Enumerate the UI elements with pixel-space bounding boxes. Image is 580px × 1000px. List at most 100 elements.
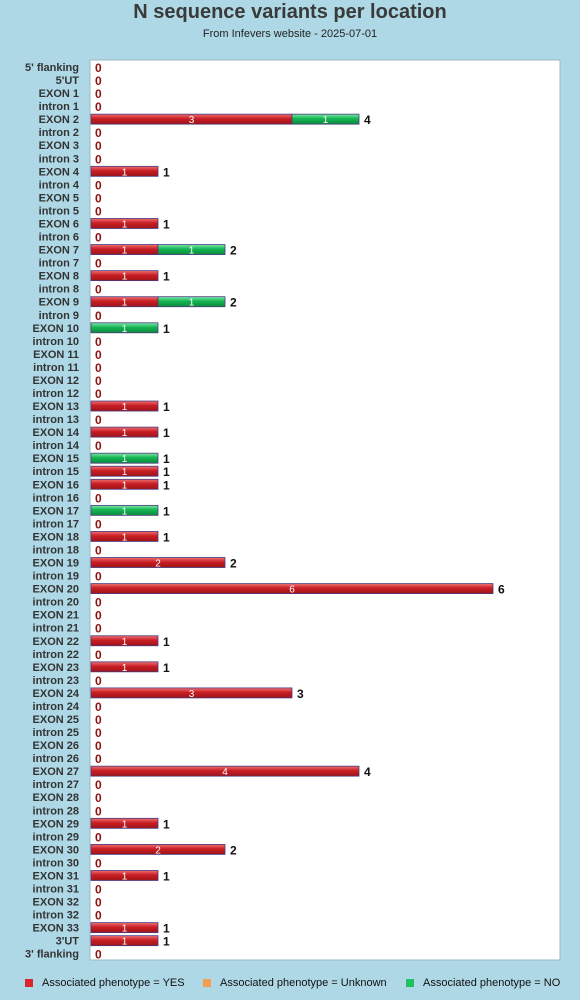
category-label: intron 28: [33, 805, 79, 817]
legend-swatch: [25, 979, 33, 987]
bar-segment: [90, 817, 159, 829]
total-label: 0: [95, 778, 102, 792]
bar-segment: [90, 922, 159, 934]
chart-subtitle: From Infevers website - 2025-07-01: [202, 28, 378, 40]
bar-segment: [90, 531, 159, 542]
category-label: intron 7: [39, 258, 79, 270]
category-label: intron 23: [33, 675, 79, 687]
total-label: 0: [95, 204, 102, 218]
category-label: intron 12: [33, 388, 79, 400]
category-label: intron 26: [33, 753, 79, 765]
legend-item: Associated phenotype = NO: [406, 977, 560, 989]
category-label: EXON 8: [39, 271, 79, 283]
segment-label: 3: [189, 115, 195, 126]
total-label: 4: [364, 765, 371, 779]
bar-segment: [90, 504, 159, 516]
bar-segment: [90, 400, 159, 412]
segment-label: 1: [122, 428, 128, 439]
total-label: 0: [95, 883, 102, 897]
total-label: 6: [498, 583, 505, 597]
legend-item: Associated phenotype = Unknown: [203, 977, 387, 989]
category-label: EXON 12: [33, 375, 79, 387]
category-label: intron 2: [39, 127, 79, 139]
category-label: 3'UT: [56, 936, 80, 948]
legend: Associated phenotype = YES Associated phe…: [0, 977, 580, 991]
total-label: 0: [95, 791, 102, 805]
total-label: 0: [95, 152, 102, 166]
total-label: 0: [95, 387, 102, 401]
category-label: EXON 27: [33, 766, 79, 778]
plot-area: [89, 59, 561, 961]
total-label: 1: [163, 165, 170, 179]
category-label: EXON 31: [33, 870, 79, 882]
category-label: EXON 19: [33, 558, 79, 570]
legend-label: Associated phenotype = YES: [42, 977, 185, 989]
category-label: EXON 18: [33, 531, 79, 543]
total-label: 0: [95, 804, 102, 818]
total-label: 0: [95, 374, 102, 388]
category-label: 5' flanking: [25, 62, 79, 74]
total-label: 0: [95, 622, 102, 636]
total-label: 0: [95, 61, 102, 75]
bar-segment: [90, 661, 159, 673]
category-label: intron 17: [33, 518, 79, 530]
segment-label: 1: [122, 637, 128, 648]
category-label: intron 10: [33, 336, 79, 348]
total-label: 3: [297, 687, 304, 701]
bar-segment: [90, 465, 159, 477]
segment-label: 4: [222, 767, 228, 778]
total-label: 1: [163, 217, 170, 231]
total-label: 1: [163, 478, 170, 492]
total-label: 0: [95, 609, 102, 623]
total-label: 0: [95, 348, 102, 362]
category-label: EXON 23: [33, 662, 79, 674]
total-label: 0: [95, 74, 102, 88]
segment-label: 1: [122, 167, 128, 178]
category-label: intron 25: [33, 727, 79, 739]
bar-segment: [90, 478, 159, 490]
total-label: 0: [95, 361, 102, 375]
total-label: 0: [95, 674, 102, 688]
legend-swatch: [406, 979, 414, 987]
category-label: EXON 32: [33, 897, 79, 909]
segment-label: 1: [323, 115, 329, 126]
category-label: intron 8: [39, 284, 79, 296]
bar-segment: [291, 113, 360, 125]
segment-label: 1: [122, 924, 128, 935]
segment-label: 1: [189, 298, 195, 309]
bar-segment: [90, 165, 159, 177]
total-label: 0: [95, 309, 102, 323]
bar-segment: [90, 218, 159, 229]
total-label: 0: [95, 543, 102, 557]
total-label: 1: [163, 869, 170, 883]
total-label: 4: [364, 113, 371, 127]
category-label: intron 11: [33, 362, 79, 374]
total-label: 0: [95, 739, 102, 753]
category-label: intron 13: [33, 414, 79, 426]
category-label: intron 5: [39, 205, 79, 217]
bar-segment: [90, 635, 159, 647]
category-label: EXON 7: [39, 245, 79, 257]
segment-label: 1: [122, 272, 128, 283]
bar-segment: [90, 583, 494, 594]
total-label: 0: [95, 191, 102, 205]
category-label: intron 27: [33, 779, 79, 791]
total-label: 0: [95, 830, 102, 844]
category-label: EXON 29: [33, 818, 79, 830]
segment-label: 1: [122, 937, 128, 948]
category-label: EXON 9: [39, 297, 79, 309]
total-label: 0: [95, 856, 102, 870]
category-label: EXON 22: [33, 636, 79, 648]
category-label: EXON 1: [39, 88, 79, 100]
category-label: intron 18: [33, 544, 79, 556]
category-label: intron 16: [33, 492, 79, 504]
bar-segment: [90, 844, 226, 855]
segment-label: 1: [122, 219, 128, 230]
category-label: EXON 25: [33, 714, 79, 726]
category-label: intron 19: [33, 571, 79, 583]
total-label: 1: [163, 922, 170, 936]
total-label: 0: [95, 896, 102, 910]
total-label: 0: [95, 139, 102, 153]
category-label: EXON 16: [33, 479, 79, 491]
total-label: 2: [230, 296, 237, 310]
